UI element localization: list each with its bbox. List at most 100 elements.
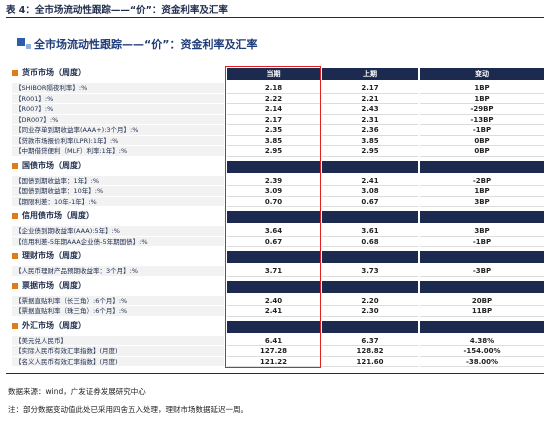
row-label: 【SHIBOR隔夜利率】:% — [12, 83, 224, 94]
row-label: 【中期借贷便利（MLF）利率:1年】:% — [12, 146, 224, 157]
cell-value: 127.28 — [227, 346, 320, 357]
cell-value: 3BP — [420, 197, 544, 207]
cell-value: -38.00% — [420, 357, 544, 367]
column-header — [227, 280, 320, 293]
cell-value: 3.85 — [227, 136, 320, 146]
cell-value: 1BP — [420, 186, 544, 197]
section-title: 国债市场（周度） — [22, 160, 86, 170]
cell-value: 3.09 — [227, 186, 320, 197]
row-label: 【信用利差-5年期AAA企业债-5年期国债】:% — [12, 236, 224, 247]
cell-value: 2.30 — [322, 306, 418, 317]
cell-value: 0.70 — [227, 197, 320, 207]
highlight-box — [225, 66, 321, 368]
cell-value: 3.71 — [227, 266, 320, 277]
subtitle-icon — [17, 38, 25, 46]
cell-value: -1BP — [420, 237, 544, 247]
cell-value: 2.43 — [322, 104, 418, 115]
column-header — [227, 211, 320, 223]
section-bullet — [12, 282, 18, 289]
column-header — [322, 211, 418, 223]
column-header — [420, 320, 544, 333]
cell-value: 0BP — [420, 136, 544, 146]
cell-value: 4.38% — [420, 336, 544, 346]
row-label: 【同业存单到期收益率(AAA+):3个月】:% — [12, 125, 224, 136]
row-label: 【人民币理财产品预期收益率：3个月】:% — [12, 266, 224, 277]
cell-value: 2.36 — [322, 125, 418, 136]
section-bullet — [12, 213, 18, 219]
subtitle-icon — [26, 44, 31, 49]
section-title: 理财市场（周度） — [22, 251, 86, 260]
section-bullet — [12, 162, 18, 169]
row-label: 【贷款市场报价利率(LPR):1年】:% — [12, 135, 224, 146]
cell-value: -154.00% — [420, 346, 544, 357]
row-label: 【美元兑人民币】 — [12, 335, 224, 346]
cell-value: 2.95 — [322, 146, 418, 157]
cell-value: 0BP — [420, 146, 544, 157]
row-label: 【企业债到期收益率(AAA):5年】:% — [12, 226, 224, 237]
subtitle: 全市场流动性跟踪——“价”：资金利率及汇率 — [34, 38, 258, 51]
cell-value: 2.17 — [322, 83, 418, 94]
row-label: 【R007】:% — [12, 104, 224, 115]
cell-value: 3BP — [420, 226, 544, 237]
cell-value: 2.17 — [227, 115, 320, 125]
cell-value: 6.41 — [227, 336, 320, 346]
column-header — [420, 280, 544, 293]
cell-value: 2.21 — [322, 94, 418, 104]
column-header — [322, 320, 418, 333]
column-header — [227, 320, 320, 333]
cell-value: 2.31 — [322, 115, 418, 125]
cell-value: 121.60 — [322, 357, 418, 367]
cell-value: 0.67 — [227, 237, 320, 247]
section-bullet — [12, 322, 18, 329]
cell-value: 3.08 — [322, 186, 418, 197]
column-header — [322, 280, 418, 293]
section-title: 货币市场（周度） — [22, 68, 86, 77]
cell-value: 121.22 — [227, 357, 320, 367]
row-label: 【DR007】:% — [12, 114, 224, 125]
section-bullet — [12, 253, 18, 259]
cell-value: -13BP — [420, 115, 544, 125]
row-label: 【国债到期收益率：10年】:% — [12, 186, 224, 197]
row-label: 【实际人民币有效汇率指数】(月度) — [12, 346, 224, 357]
cell-value: 2.14 — [227, 104, 320, 115]
cell-value: 20BP — [420, 296, 544, 306]
cell-value: -3BP — [420, 266, 544, 277]
column-header: 上期 — [322, 68, 418, 80]
cell-value: 2.40 — [227, 296, 320, 306]
section-bullet — [12, 70, 18, 76]
row-label: 【票据直贴利率（长三角）:6个月】:% — [12, 295, 224, 306]
cell-value: 0.68 — [322, 237, 418, 247]
cell-value: 3.64 — [227, 226, 320, 237]
cell-value: 11BP — [420, 306, 544, 317]
column-header: 变动 — [420, 68, 544, 80]
footer-rule — [6, 373, 544, 374]
cell-value: 2.20 — [322, 296, 418, 306]
column-header — [322, 160, 418, 173]
row-label: 【票据直贴利率（珠三角）:6个月】:% — [12, 306, 224, 317]
section-title: 外汇市场（周度） — [22, 320, 86, 330]
row-label: 【期限利差：10年-1年】:% — [12, 196, 224, 207]
cell-value: 3.85 — [322, 136, 418, 146]
cell-value: 1BP — [420, 83, 544, 94]
note: 注：部分数据变动值此处已采用四舍五入处理，理财市场数据延迟一周。 — [8, 405, 248, 414]
column-header — [322, 251, 418, 263]
cell-value: 2.22 — [227, 94, 320, 104]
cell-value: -2BP — [420, 176, 544, 186]
column-header — [420, 251, 544, 263]
column-header — [420, 160, 544, 173]
cell-value: 3.61 — [322, 226, 418, 237]
cell-value: 6.37 — [322, 336, 418, 346]
column-header — [227, 160, 320, 173]
row-label: 【国债到期收益率：1年】:% — [12, 175, 224, 186]
row-label: 【R001】:% — [12, 93, 224, 104]
cell-value: 2.95 — [227, 146, 320, 157]
section-title: 票据市场（周度） — [22, 280, 86, 290]
column-header — [227, 251, 320, 263]
cell-value: 1BP — [420, 94, 544, 104]
column-header — [420, 211, 544, 223]
row-label: 【名义人民币有效汇率指数】(月度) — [12, 356, 224, 367]
cell-value: 0.67 — [322, 197, 418, 207]
cell-value: 2.35 — [227, 125, 320, 136]
cell-value: 3.73 — [322, 266, 418, 277]
